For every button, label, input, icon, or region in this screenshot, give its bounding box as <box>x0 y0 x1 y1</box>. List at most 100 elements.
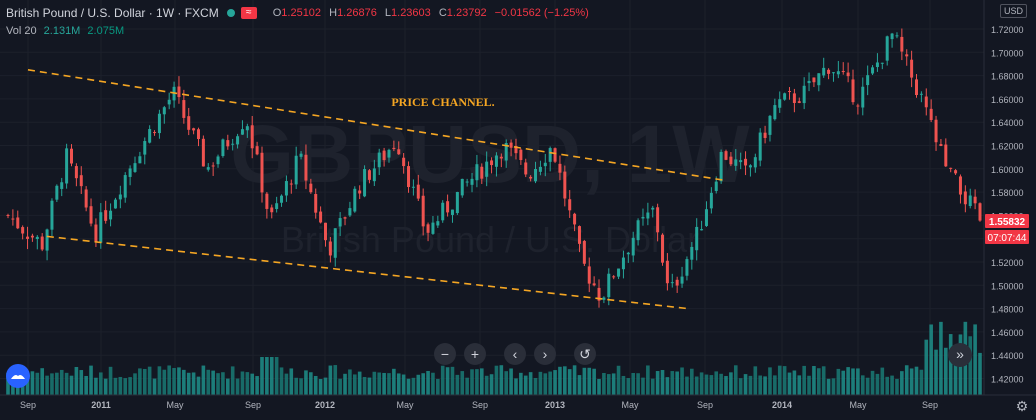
candle-body <box>704 209 708 226</box>
gear-icon[interactable]: ⚙ <box>1015 398 1029 414</box>
candle-body <box>26 236 30 239</box>
candle-body <box>416 184 420 199</box>
candle-body <box>407 166 411 188</box>
volume-bar <box>675 371 679 395</box>
volume-legend[interactable]: Vol 20 2.131M 2.075M <box>6 25 124 37</box>
candle-body <box>294 155 298 185</box>
minus-icon[interactable]: − <box>434 343 456 365</box>
channel-upper-line <box>27 68 726 182</box>
volume-bar <box>782 366 787 395</box>
volume-bar <box>133 373 137 395</box>
candle <box>665 253 669 291</box>
volume-bar <box>152 378 157 395</box>
candle-body <box>919 93 923 95</box>
volume-bar <box>514 378 518 395</box>
candle <box>226 134 230 150</box>
candle-body <box>402 157 406 167</box>
candle <box>392 140 396 152</box>
candle-body <box>348 208 352 216</box>
candle <box>455 191 459 215</box>
candle <box>704 201 708 227</box>
volume-bar <box>89 365 93 395</box>
candle <box>79 166 83 194</box>
candle-body <box>113 199 117 209</box>
candle <box>485 151 489 187</box>
time-tick-label: May <box>621 400 639 410</box>
candle <box>265 192 269 219</box>
candle-body <box>866 75 870 86</box>
volume-bar <box>45 375 49 395</box>
volume-bar <box>592 368 596 395</box>
candle <box>558 155 562 181</box>
candle <box>348 201 352 217</box>
tradingview-logo-icon[interactable] <box>6 364 30 388</box>
indicator-icon[interactable]: ≈ <box>240 7 257 19</box>
volume-bar <box>748 375 753 395</box>
volume-bar <box>709 375 714 395</box>
price-badges: 1.55832 07:07:44 <box>985 214 1029 244</box>
candle <box>597 279 601 308</box>
candle-body <box>118 194 122 200</box>
time-axis: Sep 2011 May Sep 2012 May Sep 2013 May Sep 2014 May… <box>0 394 1036 410</box>
volume-bar <box>773 375 777 395</box>
chevron-right-icon[interactable]: › <box>534 343 556 365</box>
volume-bar <box>99 372 103 395</box>
price-tick-label: 1.50000 <box>991 281 1024 291</box>
reset-icon[interactable]: ↺ <box>574 343 596 365</box>
symbol-title[interactable]: British Pound / U.S. Dollar · 1W · FXCM <box>6 6 219 20</box>
volume-bar <box>406 378 411 395</box>
volume-bar <box>792 370 797 395</box>
candle <box>211 162 215 176</box>
chevron-left-icon[interactable]: ‹ <box>504 343 526 365</box>
candle-body <box>319 211 323 223</box>
candle <box>734 149 738 171</box>
volume-bar <box>216 373 220 395</box>
candle <box>465 178 469 187</box>
volume-bar <box>313 375 318 395</box>
candle-body <box>65 148 69 184</box>
candle-body <box>714 181 718 191</box>
candle-body <box>167 99 171 105</box>
ohlc-values: O1.25102 H1.26876 L1.23603 C1.23792 −0.0… <box>272 7 589 19</box>
candles <box>6 28 982 308</box>
candle-body <box>328 241 332 256</box>
volume-bar <box>103 378 108 395</box>
volume-bar <box>694 376 699 395</box>
volume-bar <box>865 377 870 395</box>
candle-body <box>924 96 928 108</box>
candle <box>831 72 835 82</box>
volume-bar <box>265 357 269 395</box>
candle-body <box>636 220 640 241</box>
currency-button[interactable]: USD <box>1000 4 1028 18</box>
candle-body <box>587 266 591 284</box>
plus-icon[interactable]: + <box>464 343 486 365</box>
candle <box>118 185 122 209</box>
volume-bar <box>162 369 167 395</box>
price-tick-label: 1.42000 <box>991 375 1024 385</box>
candle-body <box>504 143 508 161</box>
volume-bar <box>196 376 201 395</box>
time-tick-label: Sep <box>245 400 261 410</box>
double-chevron-right-icon[interactable]: » <box>948 343 972 367</box>
volume-bar <box>567 369 572 395</box>
price-change: −0.01562 (−1.25%) <box>494 7 589 19</box>
candle <box>475 154 479 188</box>
volume-bar <box>856 368 860 395</box>
candle <box>162 105 166 124</box>
candle <box>192 127 196 135</box>
candle <box>494 152 498 177</box>
volume-bar <box>274 357 279 395</box>
volume-bar <box>572 365 577 395</box>
candle-body <box>99 212 103 243</box>
volume-bar <box>870 370 875 395</box>
volume-bar <box>289 368 294 395</box>
candle <box>509 139 513 157</box>
candle-body <box>841 70 845 73</box>
volume-bar <box>475 369 479 395</box>
candle-body <box>397 149 401 155</box>
candle-body <box>270 207 274 213</box>
candle-body <box>621 257 625 270</box>
candle <box>421 188 425 236</box>
candle <box>240 120 244 135</box>
